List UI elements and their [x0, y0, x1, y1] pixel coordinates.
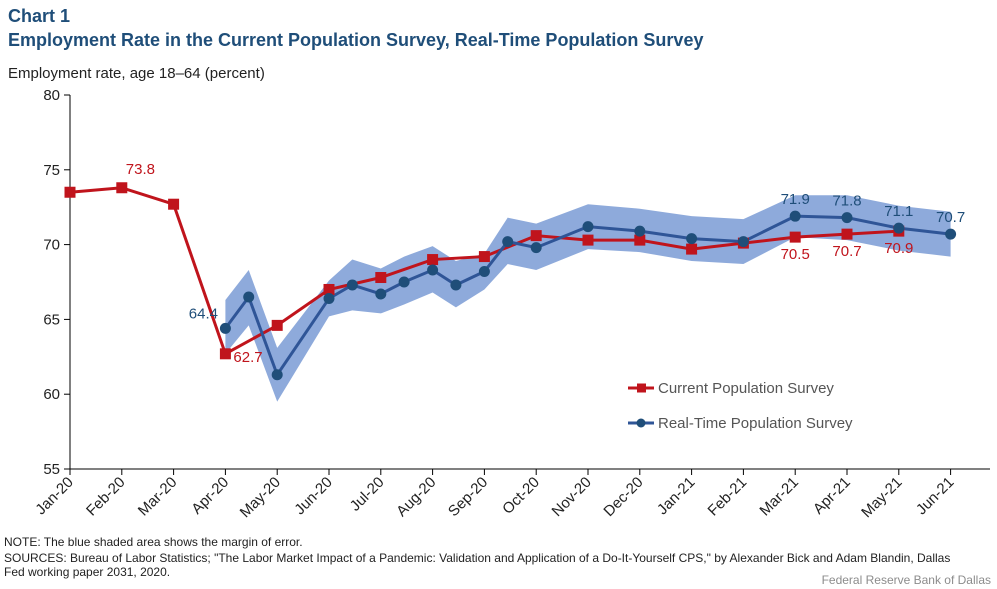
cps-marker [634, 234, 646, 246]
rtps-marker [478, 266, 490, 278]
rtps-data-label: 71.8 [832, 193, 861, 210]
cps-marker [375, 272, 387, 284]
rtps-marker [841, 212, 853, 224]
x-tick-label: Jun-20 [291, 474, 335, 518]
x-tick-label: Apr-20 [188, 474, 232, 518]
cps-marker [64, 186, 76, 198]
chart-title: Employment Rate in the Current Populatio… [8, 30, 704, 50]
y-tick-label: 75 [43, 162, 60, 179]
x-tick-label: Jul-20 [347, 474, 388, 515]
credit-line: Federal Reserve Bank of Dallas [821, 573, 991, 587]
y-tick-label: 60 [43, 386, 60, 403]
cps-data-label: 62.7 [233, 349, 262, 366]
rtps-data-label: 64.4 [189, 305, 218, 322]
x-tick-label: Dec-20 [600, 474, 646, 520]
rtps-marker [686, 233, 698, 245]
legend-rtps-marker [636, 418, 646, 428]
rtps-marker [375, 288, 387, 300]
cps-marker [582, 234, 594, 246]
cps-data-label: 70.5 [781, 246, 810, 263]
x-tick-label: Jan-20 [32, 474, 76, 518]
rtps-data-label: 71.1 [884, 203, 913, 220]
cps-data-label: 73.8 [126, 161, 155, 178]
legend: Current Population Survey Real-Time Popul… [628, 380, 853, 432]
rtps-marker [450, 279, 462, 291]
cps-marker [789, 231, 801, 243]
x-tick-label: Feb-21 [705, 474, 751, 520]
cps-marker [686, 243, 698, 255]
rtps-marker [893, 222, 905, 234]
footnote-sources: SOURCES: Bureau of Labor Statistics; "Th… [4, 551, 951, 579]
y-tick-label: 70 [43, 237, 60, 254]
x-tick-label: Mar-20 [135, 474, 181, 520]
y-tick-label: 55 [43, 461, 60, 478]
rtps-data-label: 71.9 [781, 191, 810, 208]
cps-marker [168, 198, 180, 210]
rtps-marker [530, 242, 542, 254]
rtps-marker [737, 236, 749, 248]
rtps-marker [789, 210, 801, 222]
chart-number: Chart 1 [8, 6, 71, 26]
y-tick-label: 65 [43, 311, 60, 328]
y-tick-label: 80 [43, 87, 60, 104]
rtps-marker [219, 322, 231, 334]
legend-cps-label: Current Population Survey [658, 380, 834, 397]
cps-marker [841, 228, 853, 240]
x-tick-label: Nov-20 [549, 474, 595, 520]
rtps-marker [243, 291, 255, 303]
x-tick-label: Jan-21 [654, 474, 698, 518]
rtps-marker [323, 292, 335, 304]
cps-marker [271, 319, 283, 331]
margin-of-error-band-layer [225, 195, 951, 402]
cps-marker [219, 348, 231, 360]
rtps-marker [582, 221, 594, 233]
x-tick-label: Mar-21 [756, 474, 802, 520]
legend-rtps-label: Real-Time Population Survey [658, 415, 853, 432]
margin-of-error-band [225, 195, 951, 402]
cps-marker [478, 251, 490, 263]
x-tick-label: Feb-20 [83, 474, 129, 520]
x-tick-label: Apr-21 [810, 474, 854, 518]
rtps-marker [271, 369, 283, 381]
rtps-marker [502, 236, 514, 248]
x-tick-label: Oct-20 [499, 474, 543, 518]
rtps-marker [634, 225, 646, 237]
rtps-marker [346, 279, 358, 291]
x-tick-label: Jun-21 [913, 474, 957, 518]
footnote-note: NOTE: The blue shaded area shows the mar… [4, 535, 303, 549]
x-tick-label: Sep-20 [445, 474, 491, 520]
cps-marker [427, 254, 439, 266]
cps-marker [530, 230, 542, 242]
cps-marker [116, 182, 128, 194]
x-tick-label: Aug-20 [393, 474, 439, 520]
legend-cps-marker [637, 383, 646, 393]
rtps-marker [398, 276, 410, 288]
rtps-marker [427, 264, 439, 276]
x-tick-label: May-21 [858, 474, 905, 521]
rtps-data-label: 70.7 [936, 209, 965, 226]
rtps-marker [945, 228, 957, 240]
y-axis-unit-label: Employment rate, age 18–64 (percent) [8, 65, 265, 82]
cps-data-label: 70.7 [832, 243, 861, 260]
cps-marker [323, 283, 335, 295]
data-labels-layer: 73.8 62.7 70.5 70.7 70.9 64.4 71.9 71.8 71.1 70.7 [126, 161, 965, 366]
cps-data-label: 70.9 [884, 240, 913, 257]
x-tick-label: May-20 [237, 474, 284, 521]
series-layer [64, 182, 957, 381]
